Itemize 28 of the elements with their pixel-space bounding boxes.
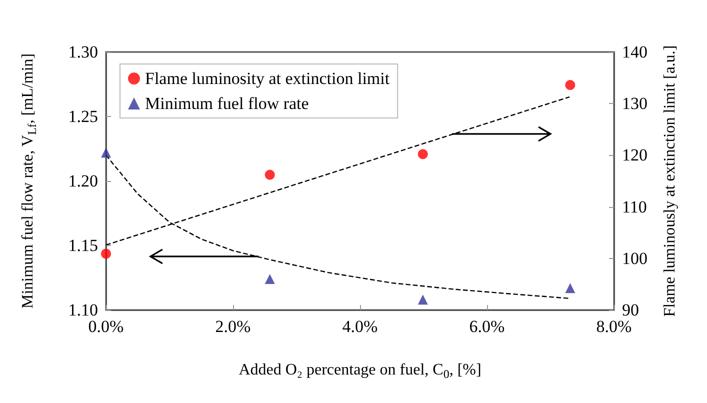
y2-tick-label: 120 [622,146,648,165]
point [264,170,275,180]
y-tick-label: 1.30 [68,42,98,62]
y-tick-label: 1.20 [68,172,98,190]
x-tick-label: 0.0% [88,317,124,336]
point [565,283,576,294]
y2-tick-label: 130 [622,94,648,114]
y-axis-title: Minimum fuel flow rate, VLf, [mL/min] [20,53,39,308]
y-tick-label: 1.25 [68,107,98,126]
legend-label: Minimum fuel flow rate [145,94,309,113]
x-tick-label: 2.0% [215,317,251,336]
x-tick-label: 8.0% [596,317,632,336]
y-tick-label: 1.15 [68,236,98,255]
point [418,149,428,160]
point [101,148,111,158]
y2-tick-label: 100 [622,248,648,268]
point [418,294,428,305]
y-tick-label: 1.10 [68,300,98,320]
y2-tick-label: 140 [622,42,648,62]
point [101,248,111,259]
y2-axis-title: Flame luminously at extinction limit [a.u.] [662,45,678,317]
point [264,274,275,284]
x-tick-label: 6.0% [469,317,505,336]
y2-tick-label: 90 [622,300,639,320]
x-tick-label: 4.0% [342,317,378,336]
point [565,80,576,90]
y2-tick-label: 110 [622,197,647,216]
legend-label: Flame luminosity at extinction limit [145,69,390,88]
